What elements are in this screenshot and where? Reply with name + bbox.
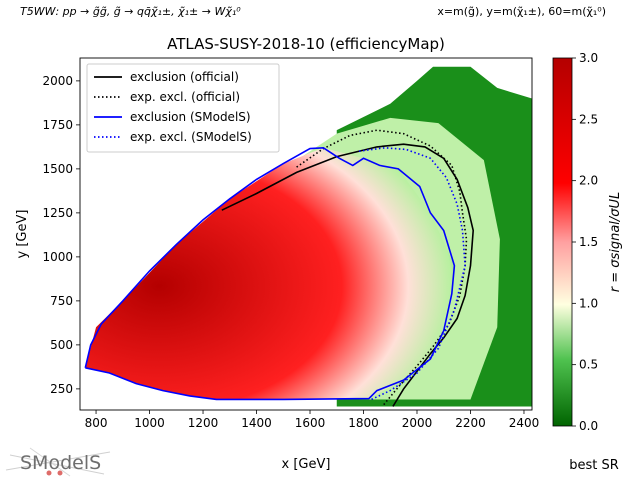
x-tick-label: 1200 xyxy=(188,416,219,430)
y-tick-label: 750 xyxy=(50,294,73,308)
y-axis-label: y [GeV] xyxy=(15,210,30,259)
y-tick-label: 1750 xyxy=(42,118,73,132)
x-tick-label: 1000 xyxy=(134,416,165,430)
colorbar-tick-label: 1.5 xyxy=(579,235,598,249)
header-right-text: x=m(g̃), y=m(χ̃₁±), 60=m(χ̃₁⁰) xyxy=(437,5,606,18)
x-axis-ticks: 800 1000 1200 1400 1600 1800 2000 2200 2400 xyxy=(85,410,540,430)
x-tick-label: 1400 xyxy=(241,416,272,430)
logo-text: SModelS xyxy=(20,452,101,474)
chart-title: ATLAS-SUSY-2018-10 (efficiencyMap) xyxy=(167,35,445,53)
curve-3 xyxy=(358,146,466,401)
y-tick-label: 2000 xyxy=(42,74,73,88)
legend-label: exclusion (official) xyxy=(130,70,239,84)
legend-label: exp. excl. (SModelS) xyxy=(130,130,252,144)
colorbar-tick-label: 1.0 xyxy=(579,296,598,310)
heatmap-excluded-region xyxy=(85,147,455,400)
colorbar-label: r = σsignal/σUL xyxy=(608,192,623,293)
y-tick-label: 250 xyxy=(50,382,73,396)
x-tick-label: 2400 xyxy=(509,416,540,430)
x-tick-label: 2200 xyxy=(455,416,486,430)
colorbar-ticks: 0.0 0.5 1.0 1.5 2.0 2.5 3.0 xyxy=(572,51,598,433)
header-left-text: T5WW: pp → g̃g̃, g̃ → qq̄χ̃₁±, χ̃₁± → Wχ… xyxy=(20,5,241,18)
y-tick-label: 1250 xyxy=(42,206,73,220)
curves-layer xyxy=(84,129,475,408)
y-tick-label: 1500 xyxy=(42,162,73,176)
y-axis-ticks: 250 500 750 1000 1250 1500 1750 2000 xyxy=(42,74,80,396)
y-tick-label: 500 xyxy=(50,338,73,352)
legend-box xyxy=(86,63,280,153)
legend: exclusion (official) exp. excl. (official… xyxy=(86,63,280,153)
colorbar-tick-label: 0.5 xyxy=(579,358,598,372)
colorbar-tick-label: 2.5 xyxy=(579,112,598,126)
x-axis-label: x [GeV] xyxy=(282,457,331,472)
colorbar-tick-label: 2.0 xyxy=(579,174,598,188)
plot-area xyxy=(84,66,532,408)
legend-label: exclusion (SModelS) xyxy=(130,110,251,124)
colorbar-tick-label: 0.0 xyxy=(579,419,598,433)
colorbar-tick-label: 3.0 xyxy=(579,51,598,65)
best-sr-label: best SR xyxy=(569,458,619,473)
curve-2 xyxy=(84,146,456,401)
x-tick-label: 1800 xyxy=(348,416,379,430)
legend-label: exp. excl. (official) xyxy=(130,90,240,104)
curve-1 xyxy=(296,129,468,408)
x-tick-label: 1600 xyxy=(295,416,326,430)
plot-frame xyxy=(79,57,533,411)
y-tick-label: 1000 xyxy=(42,250,73,264)
colorbar xyxy=(552,57,573,427)
x-tick-label: 800 xyxy=(85,416,108,430)
x-tick-label: 2000 xyxy=(402,416,433,430)
smodels-logo: SModelS xyxy=(5,447,111,477)
